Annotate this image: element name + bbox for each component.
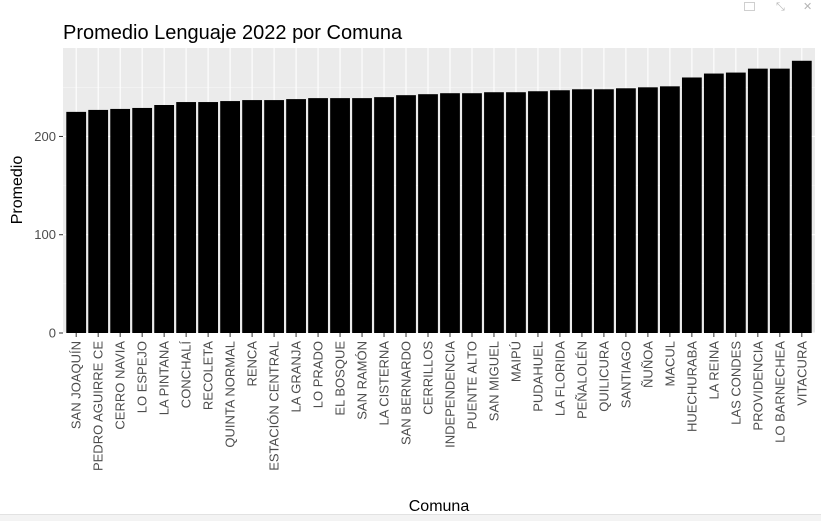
minimize-icon[interactable]: ⤡ bbox=[776, 0, 785, 13]
bar bbox=[747, 68, 768, 333]
x-tick-label: EL BOSQUE bbox=[333, 341, 348, 416]
bar bbox=[550, 90, 570, 333]
x-tick-label: LA PINTANA bbox=[157, 341, 172, 416]
y-tick-label: 0 bbox=[49, 326, 56, 341]
x-tick-label: LO PRADO bbox=[311, 341, 326, 408]
bar bbox=[198, 102, 219, 333]
bar bbox=[616, 88, 636, 333]
bar bbox=[440, 93, 460, 333]
bar bbox=[264, 100, 284, 333]
x-tick-label: QUILICURA bbox=[596, 341, 611, 412]
x-axis: SAN JOAQUÍN PEDRO AGUIRRE CE CERRO NAVIA LO… bbox=[69, 333, 809, 471]
bar bbox=[659, 86, 680, 334]
x-tick-label: CERRO NAVIA bbox=[113, 341, 128, 430]
bar bbox=[703, 73, 724, 333]
bar bbox=[769, 68, 790, 333]
bar bbox=[462, 93, 482, 333]
bar bbox=[681, 77, 702, 333]
x-tick-label: PUENTE ALTO bbox=[464, 341, 479, 429]
x-tick-label: SAN RAMÓN bbox=[355, 341, 370, 420]
x-tick-label: PEDRO AGUIRRE CE bbox=[91, 341, 106, 471]
x-tick-label: PROVIDENCIA bbox=[750, 341, 765, 431]
bar bbox=[506, 92, 526, 333]
x-tick-label: PUDAHUEL bbox=[530, 341, 545, 412]
bar bbox=[286, 99, 306, 333]
x-tick-label: INDEPENDENCIA bbox=[442, 341, 457, 448]
x-tick-label: RECOLETA bbox=[201, 341, 216, 410]
y-tick-label: 100 bbox=[34, 227, 56, 242]
plot-panel bbox=[63, 48, 815, 333]
bar bbox=[396, 95, 416, 333]
x-tick-label: PEÑALOLÉN bbox=[574, 341, 589, 419]
x-tick-label: HUECHURABA bbox=[684, 341, 699, 432]
bar bbox=[528, 91, 548, 333]
bar bbox=[484, 92, 504, 333]
bottom-strip bbox=[0, 514, 821, 521]
x-tick-label: MACUL bbox=[662, 341, 677, 387]
y-axis: 0 100 200 bbox=[34, 129, 63, 341]
bar bbox=[791, 60, 812, 333]
x-tick-label: RENCA bbox=[245, 341, 260, 387]
x-tick-label: SAN JOAQUÍN bbox=[69, 341, 84, 429]
y-tick-label: 200 bbox=[34, 129, 56, 144]
x-tick-label: CONCHALÍ bbox=[179, 341, 194, 409]
x-tick-label: VITACURA bbox=[794, 341, 809, 406]
bar bbox=[594, 89, 614, 333]
x-tick-label: LO ESPEJO bbox=[135, 341, 150, 413]
bar bbox=[88, 109, 109, 334]
x-tick-label: LA FLORIDA bbox=[552, 341, 567, 416]
chart-title: Promedio Lenguaje 2022 por Comuna bbox=[63, 22, 403, 44]
x-tick-label: QUINTA NORMAL bbox=[223, 341, 238, 448]
bar bbox=[132, 107, 153, 333]
popout-icon[interactable] bbox=[744, 2, 755, 11]
close-icon[interactable]: ✕ bbox=[803, 0, 813, 13]
bar bbox=[220, 101, 241, 333]
bar bbox=[242, 100, 262, 333]
x-tick-label: SAN BERNARDO bbox=[399, 341, 414, 445]
bar bbox=[725, 72, 746, 333]
x-tick-label: SAN MIGUEL bbox=[486, 341, 501, 421]
bar bbox=[352, 98, 372, 333]
bar bbox=[308, 98, 328, 333]
bar bbox=[572, 89, 592, 333]
y-axis-label: Promedio bbox=[9, 156, 26, 225]
x-tick-label: LA CISTERNA bbox=[377, 341, 392, 426]
x-tick-label: LO BARNECHEA bbox=[772, 341, 787, 443]
bar bbox=[374, 97, 394, 333]
x-tick-label: SANTIAGO bbox=[618, 341, 633, 408]
x-axis-label: Comuna bbox=[409, 498, 470, 515]
bar bbox=[66, 111, 87, 334]
bar bbox=[154, 105, 175, 333]
x-tick-label: CERRILLOS bbox=[421, 341, 436, 415]
x-tick-label: ÑUÑOA bbox=[640, 341, 655, 388]
x-tick-label: LA GRANJA bbox=[289, 341, 304, 413]
bar bbox=[418, 94, 438, 333]
x-tick-label: LAS CONDES bbox=[728, 341, 743, 425]
bar bbox=[110, 108, 131, 334]
x-tick-label: MAIPÚ bbox=[508, 341, 523, 382]
bar bbox=[176, 102, 197, 333]
bar bbox=[637, 87, 658, 333]
x-tick-label: ESTACIÓN CENTRAL bbox=[267, 341, 282, 471]
x-tick-label: LA REINA bbox=[706, 341, 721, 400]
bar bbox=[330, 98, 350, 333]
bars bbox=[66, 60, 812, 334]
